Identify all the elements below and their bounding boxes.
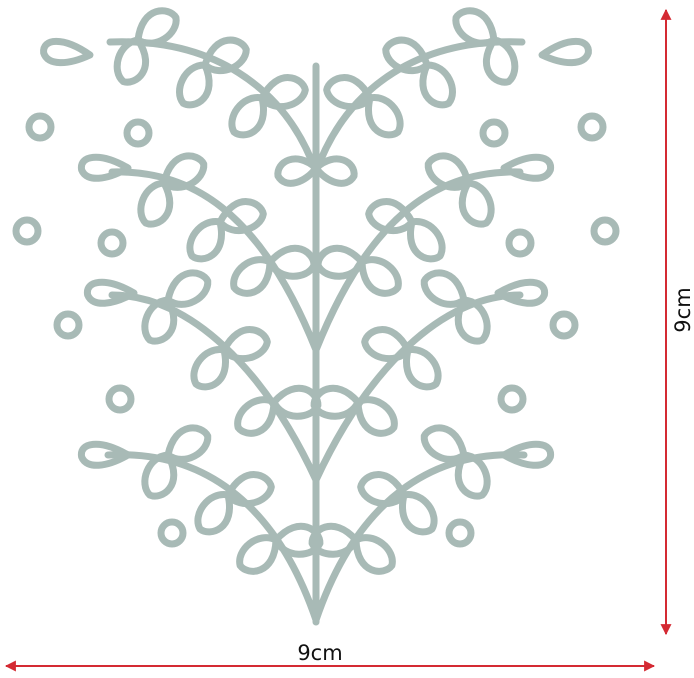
leaf: [194, 491, 233, 536]
leaf: [419, 61, 456, 109]
leaf: [160, 152, 208, 191]
width-dimension: 9cm: [4, 641, 656, 672]
teardrop: [84, 278, 138, 307]
teardrop: [538, 38, 592, 67]
leaf: [323, 74, 374, 111]
leaf: [403, 346, 442, 391]
dot: [97, 228, 127, 258]
leaf: [274, 155, 320, 187]
leaf: [137, 179, 174, 228]
leaf: [190, 346, 229, 391]
leaf: [399, 491, 438, 536]
leaf: [352, 534, 396, 575]
dot: [445, 518, 475, 548]
branch-stem: [108, 168, 320, 354]
leaf: [230, 256, 274, 297]
height-dimension: 9cm: [660, 8, 694, 636]
teardrop: [78, 153, 132, 182]
leaf: [365, 198, 416, 235]
branch-stem: [312, 451, 528, 624]
leaf-branch-motif: [12, 7, 620, 626]
leaf: [424, 152, 472, 191]
leaf: [454, 296, 491, 345]
leaf: [236, 534, 280, 575]
leaf: [354, 396, 398, 437]
teardrop: [78, 440, 132, 469]
dot: [105, 384, 135, 414]
leaf: [141, 451, 178, 500]
leaf: [420, 424, 468, 463]
teardrop: [40, 38, 94, 67]
leaf: [358, 256, 402, 297]
height-label: 9cm: [671, 287, 694, 332]
dot: [12, 216, 42, 246]
dot: [53, 310, 83, 340]
teardrop: [500, 153, 554, 182]
branch-stem: [104, 451, 320, 624]
leaf: [314, 244, 366, 280]
dot: [577, 112, 607, 142]
leaf: [113, 36, 149, 86]
leaf: [258, 74, 309, 111]
dot: [123, 118, 153, 148]
leaf: [483, 36, 519, 86]
teardrop: [500, 440, 554, 469]
teardrop: [494, 278, 548, 307]
leaf: [216, 198, 267, 235]
leaf: [382, 36, 431, 75]
leaf: [224, 471, 275, 508]
leaf: [186, 218, 225, 263]
leaf: [228, 94, 267, 139]
leaf: [357, 471, 408, 508]
leaf: [361, 326, 412, 363]
leaf: [308, 522, 360, 558]
leaf: [452, 7, 498, 47]
dot: [549, 310, 579, 340]
teardrop-shapes: [40, 38, 592, 469]
dot: [157, 518, 187, 548]
leaf: [310, 384, 362, 420]
leaf: [234, 396, 278, 437]
leaf: [141, 296, 178, 345]
leaf: [272, 522, 324, 558]
dot: [497, 384, 527, 414]
dot: [479, 118, 509, 148]
leaf-shapes: [113, 7, 519, 575]
leaf: [134, 7, 180, 47]
leaf: [164, 424, 212, 463]
leaf: [420, 269, 468, 308]
leaf: [454, 451, 491, 500]
dot: [590, 216, 620, 246]
leaf: [458, 179, 495, 228]
dot: [25, 112, 55, 142]
width-label: 9cm: [297, 641, 342, 665]
leaf: [365, 94, 404, 139]
dot-circles: [12, 112, 620, 548]
leaf: [201, 36, 250, 75]
leaf: [220, 326, 271, 363]
branch-stem: [312, 168, 524, 354]
leaf: [407, 218, 446, 263]
leaf: [176, 61, 213, 109]
leaf: [164, 269, 212, 308]
leaf: [312, 155, 358, 187]
leaf: [266, 244, 318, 280]
dot: [505, 228, 535, 258]
